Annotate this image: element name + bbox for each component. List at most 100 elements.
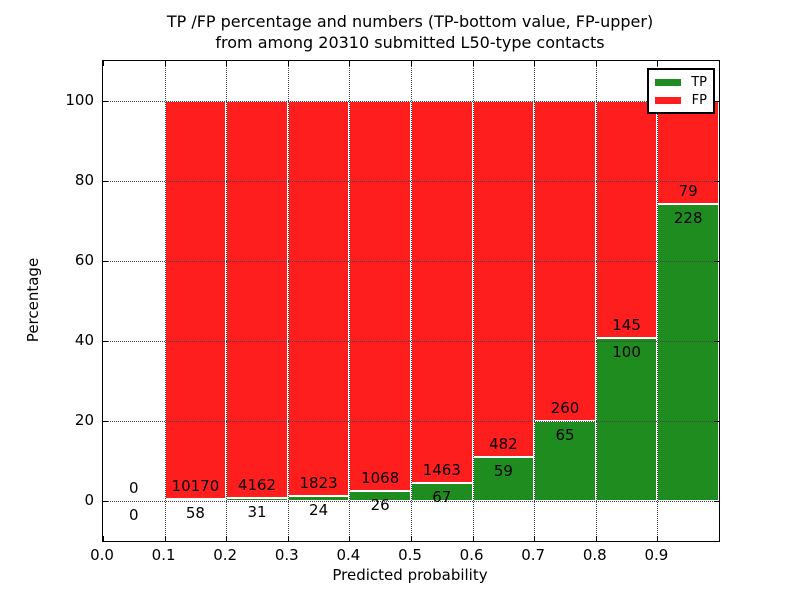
y-tick-mark — [714, 341, 719, 342]
x-tick-mark — [287, 61, 289, 66]
x-tick-mark — [411, 61, 412, 66]
legend-item-fp: FP — [655, 94, 707, 107]
x-tick-mark — [164, 61, 166, 66]
gridline-v — [657, 61, 659, 541]
x-tick-mark — [349, 61, 351, 66]
x-tick-mark — [719, 61, 720, 66]
y-tick-mark — [714, 261, 719, 262]
tp-count-label: 59 — [493, 462, 513, 481]
bar-fp-segment — [226, 101, 288, 499]
tp-count-label: 31 — [247, 503, 267, 522]
bar-fp-segment — [164, 101, 227, 499]
tp-count-label: 58 — [185, 503, 205, 522]
x-axis-label: Predicted probability — [332, 566, 488, 584]
x-tick-mark — [657, 61, 659, 66]
y-tick-mark — [103, 341, 108, 342]
x-tick-mark — [226, 61, 228, 66]
legend-item-label: FP — [691, 92, 707, 108]
bar-fp-segment — [595, 101, 658, 338]
x-tick-mark — [657, 536, 659, 541]
x-tick-label: 0.9 — [644, 546, 669, 564]
gridline-v — [226, 61, 228, 541]
y-tick-mark — [103, 181, 108, 182]
x-tick-label: 0.3 — [274, 546, 299, 564]
y-tick-mark — [103, 261, 108, 262]
x-tick-mark — [103, 536, 104, 541]
fp-count-label: 1823 — [299, 473, 338, 492]
fp-count-label: 1068 — [361, 469, 400, 488]
x-tick-label: 0.5 — [398, 546, 422, 564]
x-tick-label: 0.1 — [151, 546, 176, 564]
bar-fp-segment — [657, 101, 719, 204]
chart-title-line2: from among 20310 submitted L50-type cont… — [215, 33, 605, 52]
x-tick-label: 0.4 — [336, 546, 361, 564]
tp-count-label: 228 — [673, 208, 703, 227]
fp-swatch-icon — [655, 96, 681, 104]
gridline-v — [595, 61, 597, 541]
x-tick-mark — [595, 61, 597, 66]
legend: TP FP — [647, 68, 715, 114]
bar-tp-segment — [595, 337, 658, 501]
tp-count-label: 100 — [612, 342, 641, 361]
bar-fp-segment — [349, 101, 411, 492]
x-tick-label: 0.7 — [521, 546, 546, 564]
x-tick-mark — [287, 536, 289, 541]
y-tick-mark — [714, 501, 719, 502]
y-tick-label: 20 — [74, 411, 94, 429]
legend-item-label: TP — [691, 74, 707, 90]
x-tick-mark — [472, 61, 474, 66]
x-tick-mark — [534, 536, 536, 541]
x-tick-label: 0.6 — [459, 546, 484, 564]
y-tick-mark — [714, 181, 719, 182]
y-tick-mark — [103, 101, 108, 102]
x-tick-mark — [164, 536, 166, 541]
x-tick-label: 0.8 — [582, 546, 607, 564]
gridline-v — [534, 61, 536, 541]
gridline-v — [411, 61, 412, 541]
y-axis-label: Percentage — [24, 257, 42, 343]
chart-title: TP /FP percentage and numbers (TP-bottom… — [102, 11, 718, 53]
tp-count-label: 0 — [129, 506, 139, 524]
fp-count-label: 4162 — [237, 476, 277, 495]
x-tick-mark — [534, 61, 536, 66]
bar-tp-segment — [657, 203, 719, 501]
y-tick-mark — [714, 421, 719, 422]
gridline-v — [349, 61, 351, 541]
fp-count-label: 79 — [678, 181, 698, 200]
y-tick-label: 60 — [74, 251, 94, 269]
fp-count-label: 145 — [612, 315, 641, 334]
y-tick-mark — [714, 101, 719, 102]
gridline-v — [472, 61, 474, 541]
x-tick-mark — [103, 61, 104, 66]
bar-fp-segment — [287, 101, 350, 496]
gridline-v — [287, 61, 289, 541]
fp-count-label: 260 — [550, 399, 580, 417]
y-tick-mark — [103, 421, 108, 422]
fp-count-label: 482 — [489, 435, 518, 454]
plot-area: 0 0 10170 58 4162 31 1823 24 1068 26 1463 67 482 59 26… — [102, 60, 720, 542]
tp-count-label: 65 — [555, 426, 575, 444]
x-tick-mark — [472, 536, 474, 541]
y-tick-label: 100 — [65, 91, 94, 109]
bar-fp-segment — [411, 101, 473, 484]
y-tick-label: 0 — [84, 491, 94, 509]
tp-swatch-icon — [655, 78, 681, 86]
legend-item-tp: TP — [655, 76, 707, 89]
gridline-v — [164, 61, 166, 541]
y-tick-label: 80 — [74, 171, 94, 189]
fp-count-label: 10170 — [171, 476, 220, 495]
chart-title-line1: TP /FP percentage and numbers (TP-bottom… — [166, 12, 654, 31]
x-tick-mark — [595, 536, 597, 541]
y-tick-label: 40 — [74, 331, 94, 349]
y-tick-mark — [103, 501, 108, 502]
x-tick-mark — [349, 536, 351, 541]
fp-count-label: 0 — [129, 479, 139, 497]
x-tick-label: 0.0 — [90, 546, 114, 564]
tp-count-label: 26 — [370, 496, 390, 515]
x-tick-label: 0.2 — [213, 546, 238, 564]
bar-fp-segment — [472, 101, 535, 458]
tp-count-label: 67 — [432, 488, 452, 507]
tp-count-label: 24 — [309, 500, 329, 519]
x-tick-mark — [719, 536, 720, 541]
